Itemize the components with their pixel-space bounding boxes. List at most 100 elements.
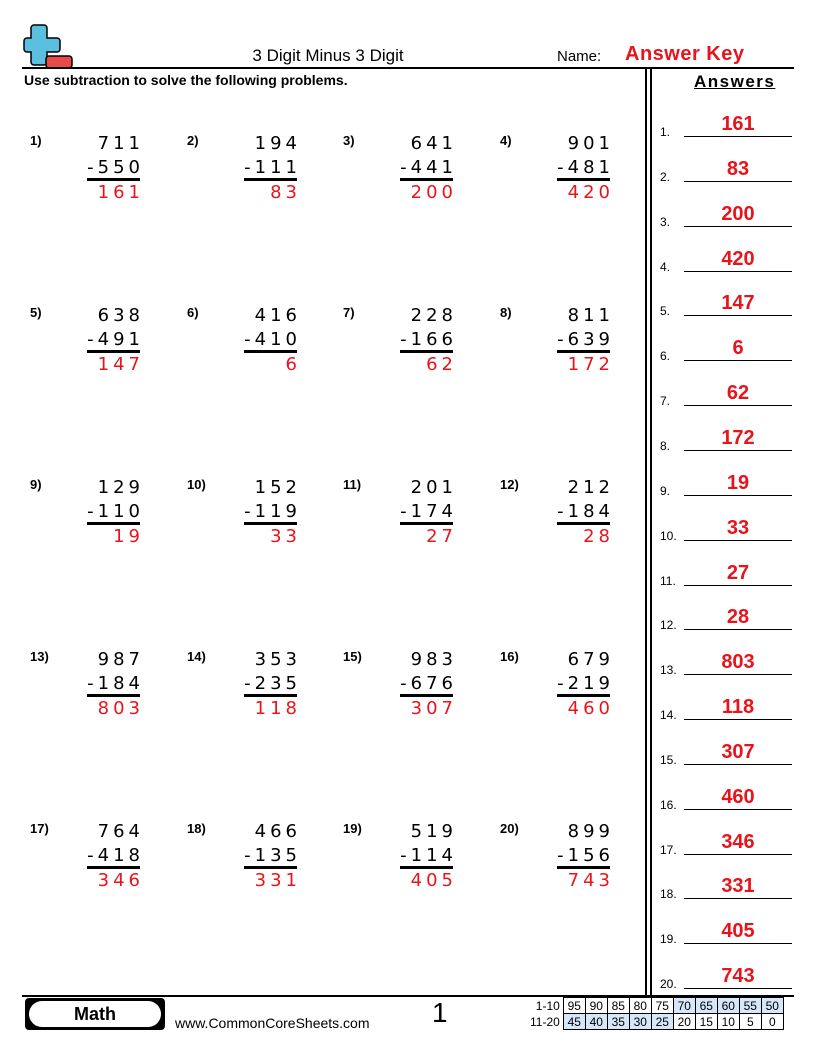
answer-line xyxy=(684,943,792,945)
problem-number: 10) xyxy=(187,477,206,492)
answer-value: 331 xyxy=(721,875,755,898)
problem: 17) 764 -418 346 xyxy=(30,821,140,909)
answer-line xyxy=(684,270,792,272)
difference: 33 xyxy=(270,526,301,547)
problem: 3) 641 -441 200 xyxy=(343,133,453,221)
problem: 18) 466 -135 331 xyxy=(187,821,297,909)
minuend: 764 xyxy=(97,821,144,842)
minuend: 152 xyxy=(254,477,301,498)
subtrahend: -481 xyxy=(557,157,614,178)
answer-bar xyxy=(244,350,297,353)
problem-number: 8) xyxy=(500,305,512,320)
score-cell: 10 xyxy=(716,1013,740,1030)
answer-line xyxy=(684,808,792,810)
answer-line xyxy=(684,449,792,451)
answer-item: 13. 803 xyxy=(658,647,794,677)
score-cell: 30 xyxy=(628,1013,652,1030)
minuend: 899 xyxy=(567,821,614,842)
answer-value: 6 xyxy=(732,337,744,360)
answer-value: 161 xyxy=(721,113,755,135)
score-cell: 65 xyxy=(694,997,718,1014)
answer-bar xyxy=(244,866,297,869)
subtrahend: -550 xyxy=(87,157,144,178)
answer-value: 62 xyxy=(726,382,750,405)
answer-value: 346 xyxy=(721,830,755,853)
difference: 307 xyxy=(410,698,457,719)
answer-bar xyxy=(557,350,610,353)
answer-number: 20. xyxy=(660,977,677,992)
answer-number: 4. xyxy=(660,259,671,274)
answer-value: 200 xyxy=(721,202,755,225)
answer-line xyxy=(684,136,792,137)
subtrahend: -418 xyxy=(87,845,144,866)
answer-line xyxy=(684,180,792,182)
score-row-label: 1-10 xyxy=(535,998,560,1013)
score-row: 1-10 95 90 85 80 75 70 65 60 55 50 xyxy=(527,997,784,1014)
subtrahend: -166 xyxy=(400,329,457,350)
answer-bar xyxy=(557,522,610,525)
problem-number: 15) xyxy=(343,649,362,664)
answer-bar xyxy=(244,694,297,697)
problem: 13) 987 -184 803 xyxy=(30,649,140,737)
answer-bar xyxy=(244,522,297,525)
answer-item: 1. 161 xyxy=(658,109,794,139)
subtrahend: -676 xyxy=(400,673,457,694)
answer-number: 6. xyxy=(660,349,671,364)
subtrahend: -235 xyxy=(244,673,301,694)
subject-label: Math xyxy=(29,1001,161,1027)
score-cell: 35 xyxy=(606,1013,630,1030)
answer-value: 118 xyxy=(721,696,755,719)
score-cell: 75 xyxy=(650,997,674,1014)
problem: 11) 201 -174 27 xyxy=(343,477,453,565)
score-cell: 20 xyxy=(672,1013,696,1030)
difference: 28 xyxy=(583,526,614,547)
header-divider xyxy=(22,67,794,69)
answer-item: 15. 307 xyxy=(658,737,794,767)
answer-bar xyxy=(87,694,140,697)
answer-line xyxy=(684,494,792,496)
difference: 62 xyxy=(426,354,457,375)
answer-bar xyxy=(87,178,140,181)
answer-item: 5. 147 xyxy=(658,288,794,318)
answer-item: 9. 19 xyxy=(658,468,794,498)
answer-number: 13. xyxy=(660,663,677,678)
problem: 8) 811 -639 172 xyxy=(500,305,610,393)
problem-number: 17) xyxy=(30,821,49,836)
problem-number: 3) xyxy=(343,133,355,148)
minuend: 228 xyxy=(410,305,457,326)
problem-number: 4) xyxy=(500,133,512,148)
name-value: Answer Key xyxy=(625,43,745,65)
answer-item: 11. 27 xyxy=(658,558,794,588)
score-cell: 55 xyxy=(738,997,762,1014)
problem: 7) 228 -166 62 xyxy=(343,305,453,393)
minuend: 901 xyxy=(567,133,614,154)
answer-number: 11. xyxy=(660,573,676,588)
score-cell: 15 xyxy=(694,1013,718,1030)
minuend: 416 xyxy=(254,305,301,326)
problem-number: 7) xyxy=(343,305,355,320)
answer-value: 147 xyxy=(721,292,755,315)
worksheet-title: 3 Digit Minus 3 Digit xyxy=(252,46,404,65)
problem-number: 19) xyxy=(343,821,362,836)
problem: 14) 353 -235 118 xyxy=(187,649,297,737)
plus-minus-logo-icon xyxy=(23,24,73,69)
answer-value: 172 xyxy=(721,426,755,449)
score-cell: 90 xyxy=(584,997,608,1014)
subject-badge: Math xyxy=(25,998,165,1030)
score-cell: 85 xyxy=(606,997,630,1014)
score-cell: 60 xyxy=(716,997,740,1014)
subtrahend: -135 xyxy=(244,845,301,866)
answer-line xyxy=(684,405,792,407)
site-link[interactable]: www.CommonCoreSheets.com xyxy=(175,1015,370,1031)
answer-value: 420 xyxy=(721,247,755,270)
subtrahend: -114 xyxy=(400,845,457,866)
answer-value: 405 xyxy=(721,920,755,943)
answer-value: 83 xyxy=(726,157,750,180)
subtrahend: -156 xyxy=(557,845,614,866)
problem-number: 12) xyxy=(500,477,519,492)
answer-bar xyxy=(400,178,453,181)
answer-value: 28 xyxy=(726,606,750,629)
answer-value: 460 xyxy=(721,785,755,808)
problem: 1) 711 -550 161 xyxy=(30,133,140,221)
